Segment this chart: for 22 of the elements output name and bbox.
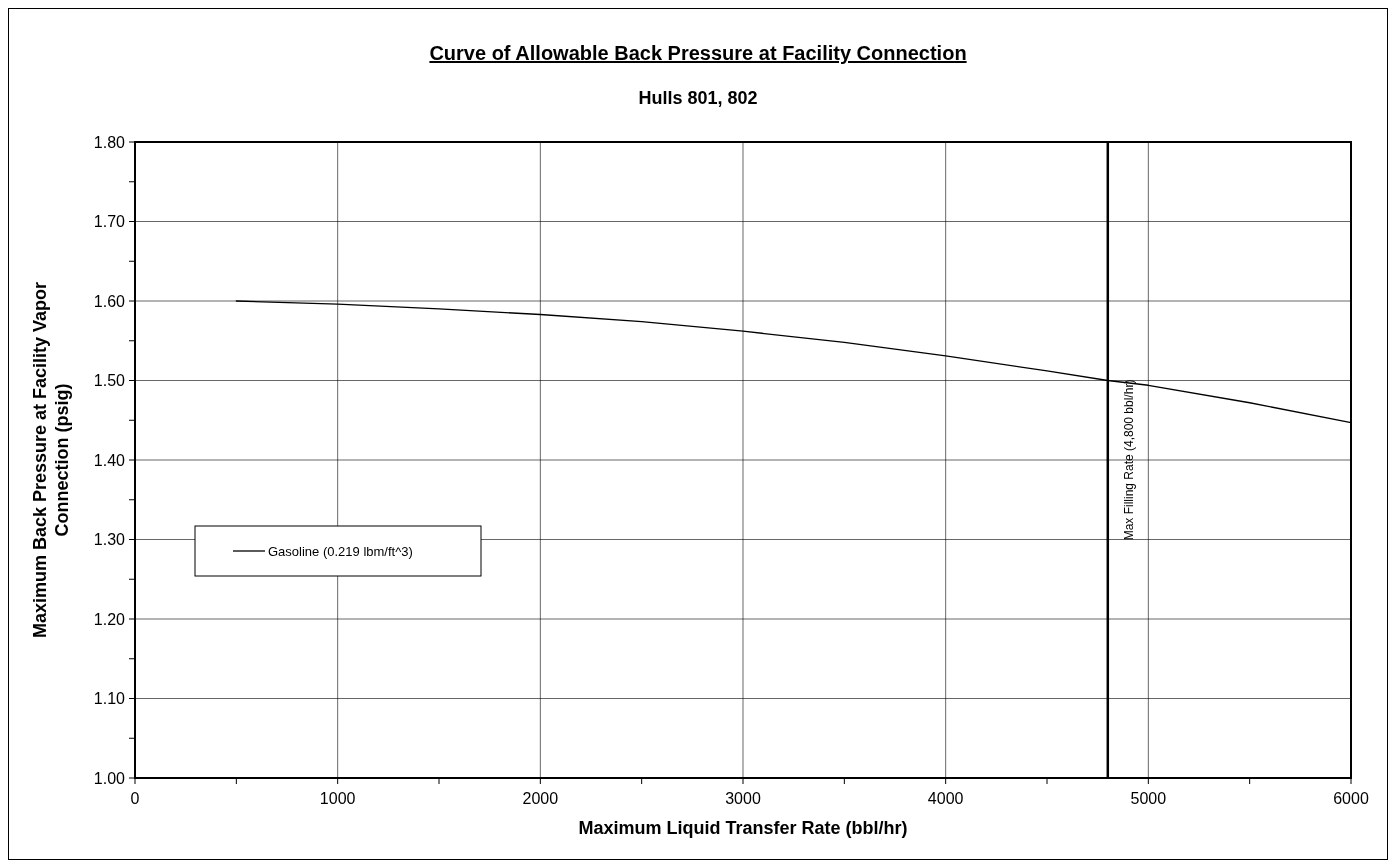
- y-tick-label: 1.00: [93, 769, 126, 787]
- x-tick-label: 4000: [927, 790, 964, 807]
- x-tick-label: 2000: [522, 790, 559, 807]
- x-axis-title: Maximum Liquid Transfer Rate (bbl/hr): [578, 818, 908, 838]
- y-tick-label: 1.50: [93, 372, 126, 390]
- y-axis-title: Maximum Back Pressure at Facility Vapor Connection (psig): [30, 281, 72, 639]
- chart-title: Curve of Allowable Back Pressure at Facility Connection: [429, 42, 967, 64]
- x-tick-label: 3000: [725, 790, 761, 807]
- legend-label: Gasoline (0.219 lbm/ft^3): [268, 543, 413, 559]
- x-tick-label: 0: [130, 790, 140, 807]
- y-tick-label: 1.10: [93, 690, 126, 708]
- y-tick-label: 1.70: [93, 213, 126, 231]
- chart-subtitle: Hulls 801, 802: [638, 88, 758, 108]
- y-tick-label: 1.80: [93, 133, 126, 151]
- y-tick-label: 1.40: [93, 451, 126, 469]
- ref-line-label: Max Filling Rate (4,800 bbl/hr): [1121, 379, 1136, 541]
- y-tick-label: 1.20: [93, 610, 126, 628]
- y-tick-label: 1.60: [93, 292, 126, 310]
- x-tick-label: 5000: [1130, 790, 1167, 807]
- x-tick-label: 1000: [319, 790, 356, 807]
- y-tick-label: 1.30: [93, 531, 126, 549]
- x-tick-label: 6000: [1333, 790, 1369, 807]
